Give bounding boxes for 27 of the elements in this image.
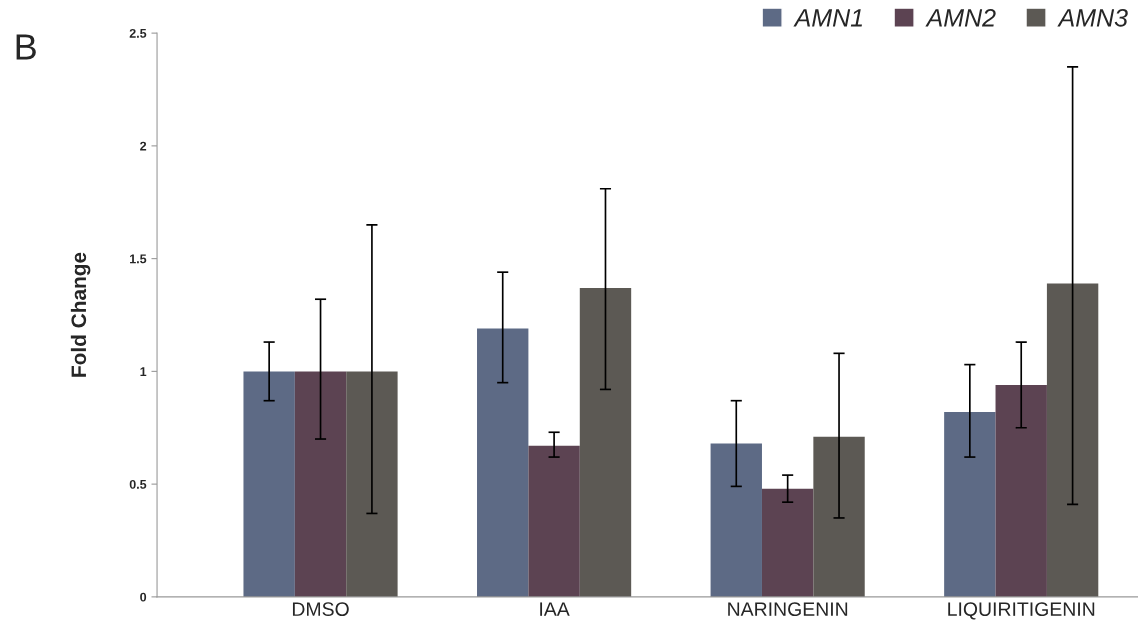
y-tick-label: 1.5 <box>130 254 147 264</box>
x-tick-label: IAA <box>540 602 570 616</box>
legend-label: AMN1 <box>793 9 862 27</box>
x-tick-label: LIQUIRITIGENIN <box>948 602 1095 620</box>
x-tick-label: NARINGENIN <box>728 602 848 617</box>
bar <box>813 436 865 597</box>
legend-label: AMN3 <box>1057 8 1128 27</box>
y-tick-label: 1 <box>140 367 147 376</box>
bar <box>528 445 580 597</box>
y-tick-label: 0.5 <box>129 479 147 489</box>
bar <box>995 384 1047 597</box>
bar <box>294 371 347 597</box>
y-axis-title: Fold Change <box>70 252 91 377</box>
bar <box>944 411 996 597</box>
y-tick-label: 2.5 <box>129 28 147 38</box>
x-tick-label: DMSO <box>292 602 349 617</box>
y-tick-label: 0 <box>140 592 147 602</box>
bar <box>243 371 295 597</box>
bar <box>346 371 398 597</box>
bar <box>1046 283 1099 597</box>
bar <box>579 287 632 597</box>
bar <box>477 328 529 597</box>
y-tick-label: 2 <box>140 141 147 151</box>
legend-label: AMN2 <box>925 8 996 27</box>
text: B <box>16 34 36 60</box>
bar <box>710 443 762 597</box>
bar <box>761 488 814 597</box>
